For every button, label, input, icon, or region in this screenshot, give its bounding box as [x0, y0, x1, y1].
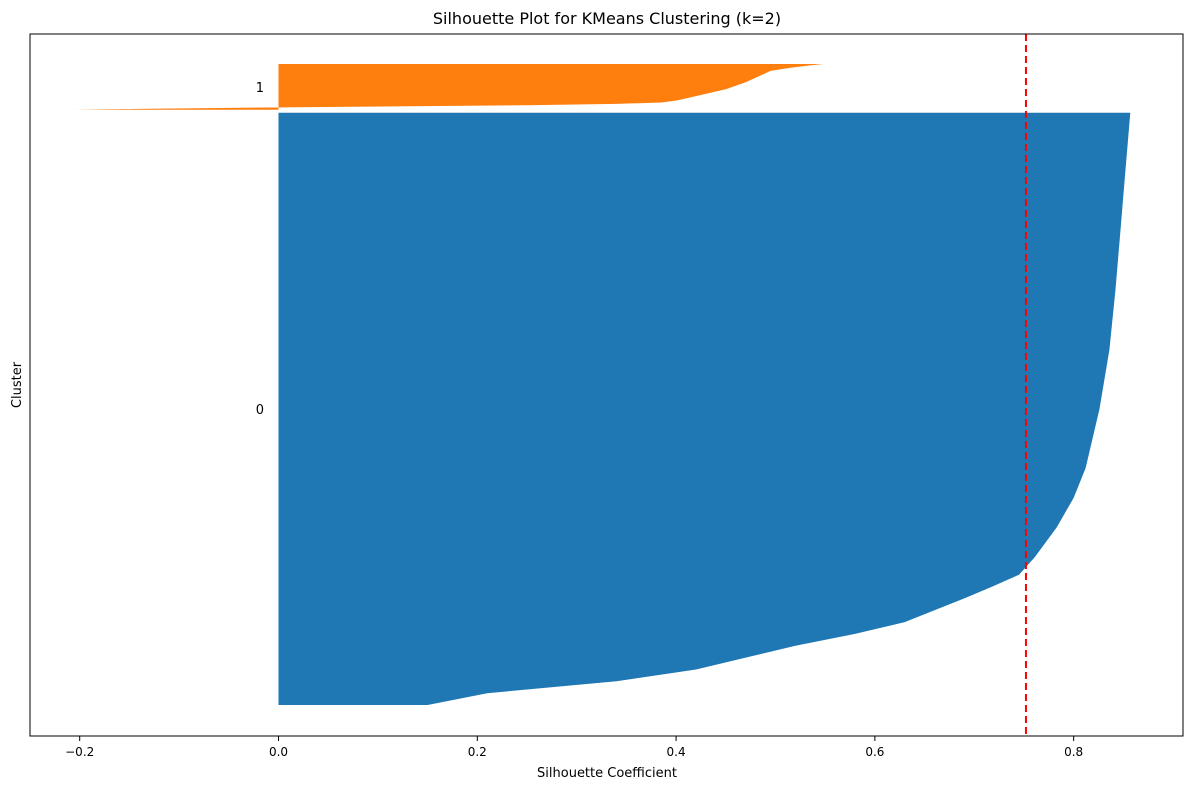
- cluster-1-silhouette: [74, 64, 824, 110]
- plot-frame: [29, 33, 1184, 737]
- y-axis-label: Cluster: [10, 361, 25, 408]
- x-tick-label: 0.8: [1064, 745, 1083, 759]
- cluster-label-1: 1: [256, 81, 264, 96]
- x-axis-ticks: −0.2 0.0 0.2 0.4 0.6 0.8: [65, 736, 1083, 759]
- silhouette-bars: [74, 64, 1131, 706]
- x-tick-label: −0.2: [65, 745, 94, 759]
- cluster-labels: 01: [256, 81, 264, 418]
- chart-title: Silhouette Plot for KMeans Clustering (k…: [433, 9, 781, 28]
- x-tick-label: 0.0: [269, 745, 288, 759]
- cluster-label-0: 0: [256, 403, 264, 418]
- x-tick-label: 0.2: [468, 745, 487, 759]
- x-axis-label: Silhouette Coefficient: [537, 766, 677, 781]
- cluster-0-silhouette: [278, 112, 1131, 706]
- x-tick-label: 0.6: [865, 745, 884, 759]
- x-tick-label: 0.4: [667, 745, 686, 759]
